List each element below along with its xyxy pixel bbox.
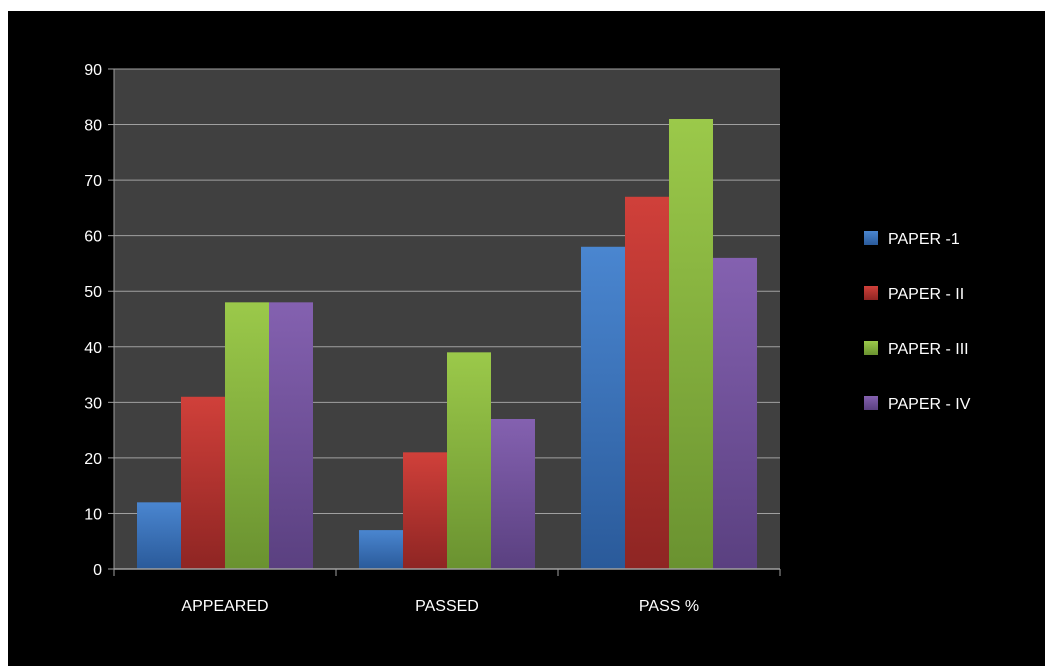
y-tick-label: 90 — [84, 62, 102, 79]
y-tick-label: 50 — [84, 284, 102, 301]
x-tick-label: PASSED — [415, 598, 479, 615]
legend-swatch — [864, 396, 878, 410]
legend-swatch — [864, 341, 878, 355]
bar — [359, 530, 403, 569]
bar — [447, 352, 491, 569]
bar — [625, 196, 669, 569]
legend-label: PAPER - III — [888, 341, 969, 358]
bar — [581, 246, 625, 569]
bar — [403, 452, 447, 569]
bar — [181, 396, 225, 569]
bar — [491, 419, 535, 569]
y-tick-label: 60 — [84, 229, 102, 246]
bar — [669, 119, 713, 569]
chart-frame: 0 10 20 30 40 50 60 70 80 90 APPEARED PASSED PASS % … — [8, 11, 1045, 666]
legend-swatch — [864, 231, 878, 245]
bar — [137, 502, 181, 569]
bar — [713, 257, 757, 569]
bar — [225, 302, 269, 569]
legend-label: PAPER - IV — [888, 396, 971, 413]
y-tick-label: 70 — [84, 173, 102, 190]
y-tick-label: 20 — [84, 451, 102, 468]
bar — [269, 302, 313, 569]
y-tick-label: 10 — [84, 506, 102, 523]
y-tick-label: 30 — [84, 395, 102, 412]
legend: PAPER -1 PAPER - II PAPER - III PAPER - IV — [864, 231, 971, 413]
x-tick-label: APPEARED — [181, 598, 268, 615]
bars — [137, 119, 757, 569]
y-tick-label: 40 — [84, 340, 102, 357]
axes: 0 10 20 30 40 50 60 70 80 90 APPEARED PASSED PASS % — [84, 62, 781, 615]
legend-label: PAPER - II — [888, 286, 964, 303]
x-tick-label: PASS % — [639, 598, 699, 615]
legend-swatch — [864, 286, 878, 300]
y-tick-label: 0 — [93, 562, 102, 579]
y-tick-label: 80 — [84, 118, 102, 135]
legend-label: PAPER -1 — [888, 231, 960, 248]
